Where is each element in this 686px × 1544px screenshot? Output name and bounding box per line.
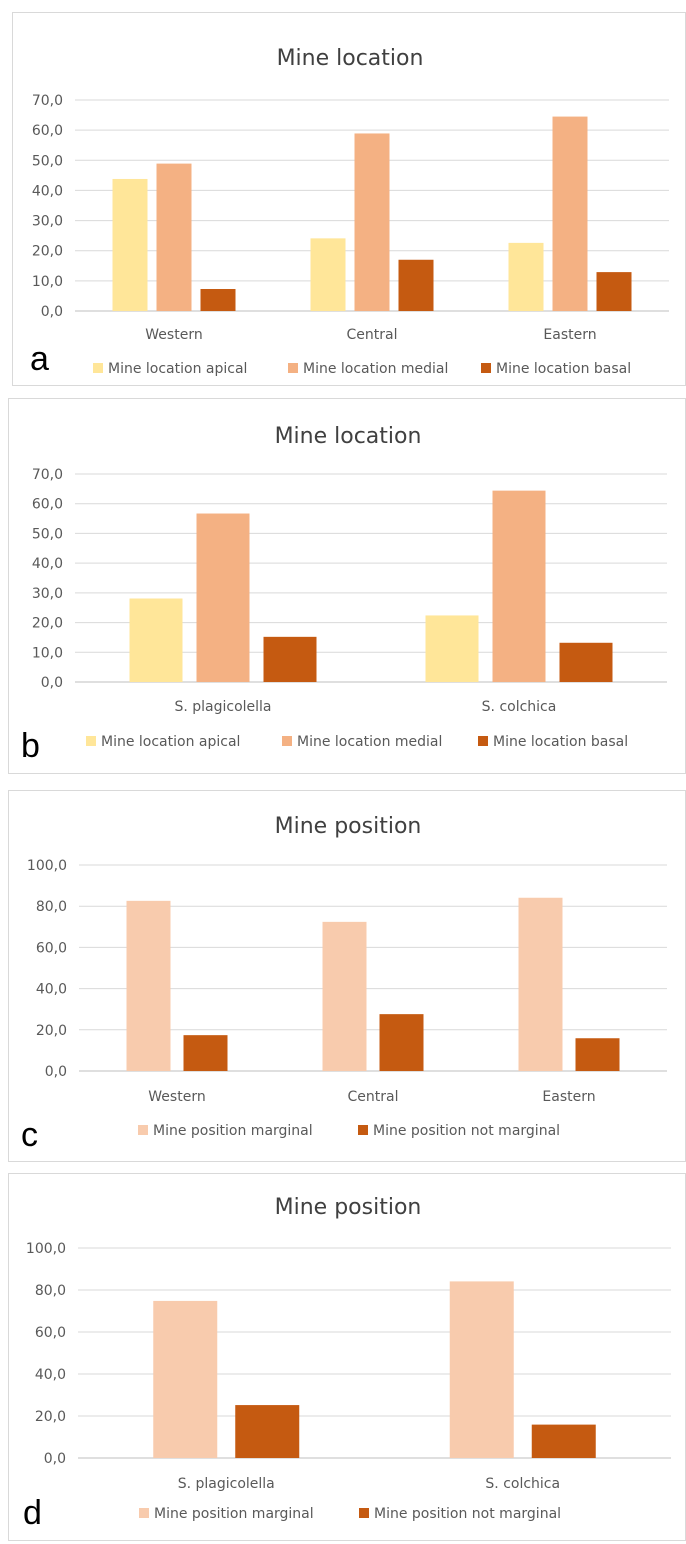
bar	[596, 272, 632, 311]
bar	[398, 259, 434, 311]
legend-swatch	[282, 736, 292, 746]
legend-label: Mine location basal	[496, 361, 631, 377]
y-tick-label: 30,0	[32, 586, 63, 602]
legend-swatch	[138, 1125, 148, 1135]
x-tick-label: S. colchica	[485, 1476, 560, 1492]
panel-label: c	[21, 1116, 38, 1154]
legend-swatch	[93, 363, 103, 373]
x-tick-label: Western	[145, 327, 202, 343]
bar	[153, 1300, 218, 1458]
y-tick-label: 60,0	[32, 123, 63, 139]
y-tick-label: 10,0	[32, 274, 63, 290]
y-tick-label: 80,0	[36, 899, 67, 915]
y-tick-label: 10,0	[32, 645, 63, 661]
y-tick-label: 70,0	[32, 93, 63, 109]
panel-label: a	[30, 340, 49, 378]
panel-label: d	[23, 1494, 42, 1532]
x-tick-label: Western	[148, 1089, 205, 1105]
bar	[575, 1038, 620, 1071]
chart-title: Mine location	[275, 424, 422, 449]
x-tick-label: Central	[347, 327, 398, 343]
bar	[310, 238, 346, 311]
y-tick-label: 0,0	[44, 1451, 66, 1467]
y-tick-label: 100,0	[27, 858, 67, 874]
y-tick-label: 30,0	[32, 214, 63, 230]
x-tick-label: Central	[348, 1089, 399, 1105]
x-tick-label: Eastern	[543, 327, 596, 343]
y-tick-label: 60,0	[36, 940, 67, 956]
bar	[200, 288, 236, 311]
chart-panel-b: Mine location 0,0 10,0 20,0 30,0 40,0 50,0 60,0…	[8, 398, 686, 774]
legend-swatch	[478, 736, 488, 746]
bar	[354, 133, 390, 311]
y-tick-label: 40,0	[36, 982, 67, 998]
y-tick-label: 20,0	[32, 244, 63, 260]
chart-svg-c: Mine position 0,0 20,0 40,0 60,0 80,0 100,0 Wes…	[27, 814, 667, 1139]
x-tick-label: S. colchica	[482, 699, 557, 715]
bar	[379, 1014, 424, 1071]
y-tick-label: 0,0	[41, 304, 63, 320]
bar	[196, 513, 250, 682]
y-tick-label: 100,0	[26, 1241, 66, 1257]
x-tick-label: S. plagicolella	[178, 1476, 275, 1492]
legend-label: Mine location medial	[303, 361, 448, 377]
y-tick-label: 20,0	[32, 616, 63, 632]
y-tick-label: 70,0	[32, 467, 63, 483]
x-tick-label: S. plagicolella	[174, 699, 271, 715]
bar	[112, 178, 148, 311]
legend-label: Mine location medial	[297, 734, 442, 750]
legend-label: Mine location apical	[108, 361, 247, 377]
legend-swatch	[358, 1125, 368, 1135]
panel-label: b	[21, 727, 40, 765]
bar	[235, 1405, 300, 1458]
legend-swatch	[481, 363, 491, 373]
y-tick-label: 60,0	[32, 497, 63, 513]
y-tick-label: 20,0	[35, 1409, 66, 1425]
bar	[508, 242, 544, 311]
legend-label: Mine location basal	[493, 734, 628, 750]
y-tick-label: 60,0	[35, 1325, 66, 1341]
chart-title: Mine position	[275, 1195, 422, 1220]
legend-label: Mine position marginal	[154, 1506, 314, 1522]
legend-label: Mine position not marginal	[374, 1506, 561, 1522]
legend-swatch	[288, 363, 298, 373]
legend-swatch	[86, 736, 96, 746]
chart-title: Mine position	[275, 814, 422, 839]
legend-label: Mine position marginal	[153, 1123, 313, 1139]
y-tick-label: 40,0	[35, 1367, 66, 1383]
bar	[449, 1281, 514, 1458]
chart-svg-d: Mine position 0,0 20,0 40,0 60,0 80,0 100,0 S. …	[26, 1195, 671, 1522]
chart-title: Mine location	[277, 46, 424, 71]
chart-svg-a: Mine location 0,0 10,0 20,0 30,0 40,0 50,0 60,0…	[32, 46, 669, 377]
y-tick-label: 80,0	[35, 1283, 66, 1299]
y-tick-label: 40,0	[32, 183, 63, 199]
x-tick-label: Eastern	[542, 1089, 595, 1105]
chart-panel-a: Mine location 0,0 10,0 20,0 30,0 40,0 50,0 60,0…	[12, 12, 686, 386]
bar	[129, 598, 183, 682]
bar	[518, 897, 563, 1071]
legend-label: Mine location apical	[101, 734, 240, 750]
bar	[322, 921, 367, 1071]
chart-panel-c: Mine position 0,0 20,0 40,0 60,0 80,0 100,0 Wes…	[8, 790, 686, 1162]
bar	[425, 615, 479, 682]
bar	[263, 636, 317, 682]
legend-label: Mine position not marginal	[373, 1123, 560, 1139]
bar	[552, 116, 588, 311]
chart-panel-d: Mine position 0,0 20,0 40,0 60,0 80,0 100,0 S. …	[8, 1173, 686, 1541]
y-tick-label: 50,0	[32, 153, 63, 169]
chart-svg-b: Mine location 0,0 10,0 20,0 30,0 40,0 50,0 60,0…	[32, 424, 667, 750]
legend-swatch	[139, 1508, 149, 1518]
y-tick-label: 0,0	[41, 675, 63, 691]
y-tick-label: 40,0	[32, 556, 63, 572]
bar	[183, 1035, 228, 1071]
legend-swatch	[359, 1508, 369, 1518]
bar	[531, 1424, 596, 1458]
y-tick-label: 50,0	[32, 526, 63, 542]
bar	[156, 163, 192, 311]
y-tick-label: 20,0	[36, 1023, 67, 1039]
bar	[559, 642, 613, 682]
bar	[492, 490, 546, 682]
y-tick-label: 0,0	[45, 1064, 67, 1080]
bar	[126, 900, 171, 1071]
